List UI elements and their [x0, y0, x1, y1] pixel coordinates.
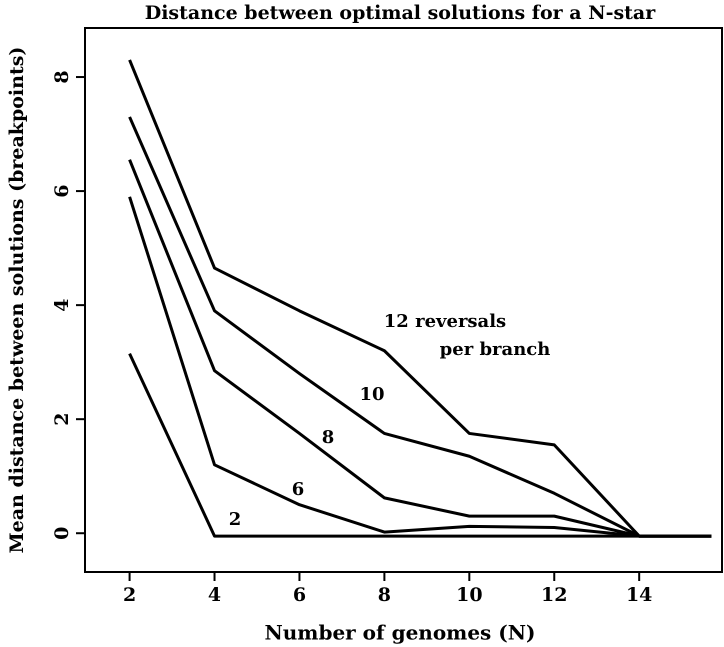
line — [128, 159, 712, 538]
line — [128, 196, 712, 538]
y-tick-label: 8 — [51, 70, 73, 83]
x-tick-label: 6 — [293, 584, 306, 606]
x-tick-label: 8 — [378, 584, 391, 606]
chart-title: Distance between optimal solutions for a… — [145, 2, 657, 24]
line — [128, 352, 712, 538]
annotation: 10 — [359, 384, 384, 405]
annotation: 8 — [322, 427, 335, 448]
y-tick-label: 6 — [51, 184, 73, 197]
annotation: 12 reversals — [384, 311, 506, 332]
y-tick-label: 2 — [51, 413, 73, 426]
annotation: 2 — [229, 509, 242, 530]
y-axis-label: Mean distance between solutions (breakpo… — [6, 47, 28, 554]
line — [128, 59, 712, 538]
y-tick-label: 4 — [51, 299, 73, 312]
plot-frame — [84, 27, 723, 573]
x-tick-label: 10 — [456, 584, 482, 606]
x-tick-label: 2 — [123, 584, 136, 606]
x-tick-label: 14 — [626, 584, 652, 606]
annotation: 6 — [292, 479, 305, 500]
line — [128, 116, 712, 538]
x-tick-label: 4 — [208, 584, 221, 606]
y-tick-label: 0 — [51, 527, 73, 540]
annotation: per branch — [440, 339, 551, 360]
x-tick-label: 12 — [541, 584, 567, 606]
x-axis-label: Number of genomes (N) — [264, 621, 535, 645]
